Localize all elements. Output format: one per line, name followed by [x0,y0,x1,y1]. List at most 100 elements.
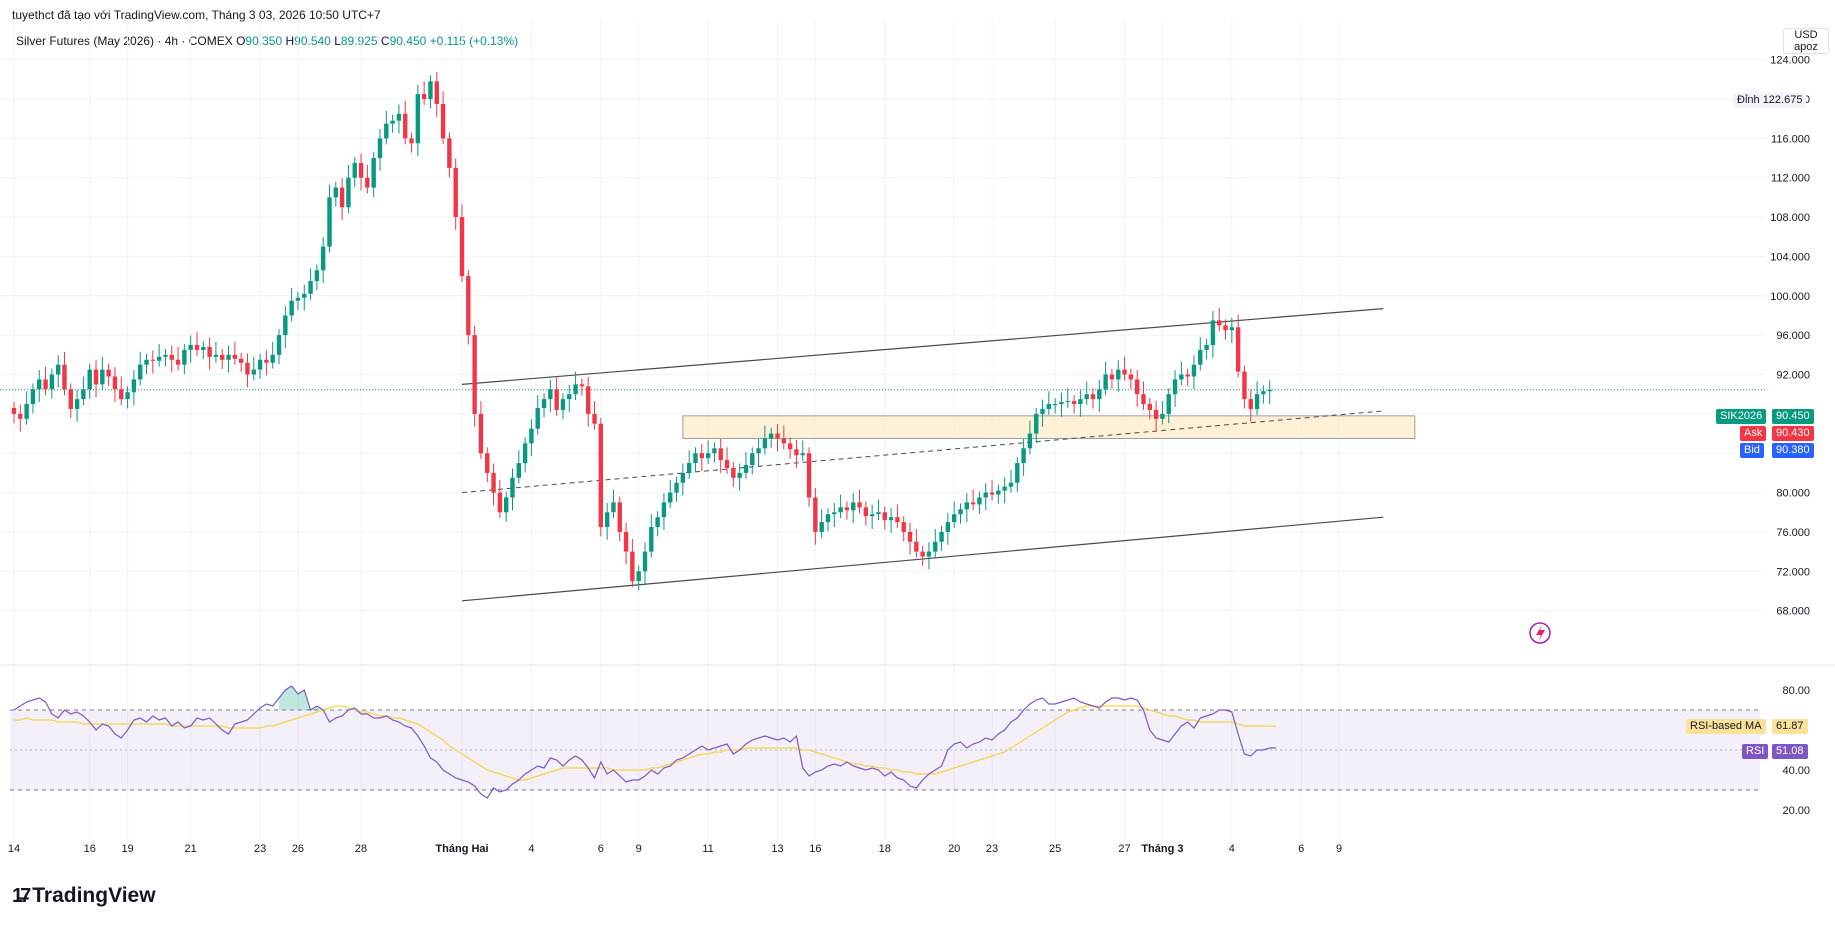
candle [705,440,711,465]
candle [213,342,219,363]
price-tick-label: 80.000 [1776,488,1810,500]
time-tick-label: 13 [771,843,783,855]
candle-body [945,522,951,532]
candle-body [93,369,99,385]
candle-body [87,369,92,390]
candle [207,337,212,370]
candle-body [409,138,414,144]
candle [1147,398,1152,420]
candle-body [573,384,578,395]
candle [970,489,976,511]
candle [1172,370,1178,407]
candle [693,447,698,473]
candle-body [182,349,187,365]
candle [604,502,610,540]
peak-name: Đỉnh [1737,94,1760,106]
candle-body [958,509,963,515]
candle [62,351,67,396]
candle [466,270,471,345]
candle-body [415,94,421,144]
candle-body [396,113,402,121]
candle [478,401,484,460]
tradingview-logo[interactable]: 1̶7 TradingView [12,884,156,908]
candle [1027,420,1033,455]
low-value: 89.925 [340,34,378,48]
candle [49,368,55,399]
candle-body [1267,389,1272,392]
candle [914,528,919,558]
candle-body [1021,448,1026,464]
candle [554,376,559,416]
candle-body [30,389,36,405]
candle [491,463,496,506]
candle [1071,395,1077,414]
candle [308,268,313,300]
candle [485,447,490,483]
candle-body [522,443,528,464]
candle [87,363,92,399]
candle [649,514,654,558]
rsi-name: RSI [1742,744,1769,759]
candle-body [459,217,465,277]
candle-body [131,379,137,393]
candle [421,81,427,105]
candle [314,264,320,291]
candle [611,489,616,519]
currency-unit-box[interactable]: USD apoz [1783,28,1829,54]
price-tick-label: 100.000 [1770,291,1810,303]
change-value: +0.115 (+0.13%) [429,34,519,48]
candle-body [851,502,856,511]
candle [396,104,402,134]
candle [11,402,17,424]
candle-body [314,270,320,282]
open-label: O [236,34,246,48]
candle [623,522,629,565]
candle [535,395,540,435]
candle-body [611,502,616,513]
candle [724,447,730,474]
candle [579,378,585,396]
candle-body [724,460,730,468]
candle [169,345,174,373]
candle-body [1204,345,1209,350]
close-label: C [380,34,390,48]
candle [226,345,231,373]
candle-body [1166,394,1171,414]
candle-body [1217,320,1222,326]
candle [377,129,383,171]
candle-body [447,138,452,168]
bid-value: 90.380 [1772,443,1814,458]
price-tick-label: 96.000 [1776,330,1810,342]
candle-body [743,465,749,473]
candle [453,158,458,230]
candle [945,512,951,545]
candle-body [358,162,364,178]
candle-body [62,364,67,390]
price-tick-label: 116.000 [1771,133,1810,145]
candle-body [100,369,105,385]
candle [756,438,761,467]
candle [522,437,528,473]
candle-body [567,394,572,400]
candle-body [1116,369,1121,380]
rsi-overbought-fill [279,686,330,710]
symbol-title: Silver Futures (May 2026) · 4h · COMEX [16,34,233,48]
candle [156,344,162,367]
rsi-pane: 20.00 40.00 80.00 [10,685,1810,817]
candle-body [302,293,307,298]
candle [1254,381,1260,415]
candle [1097,379,1102,412]
candle [636,565,641,591]
candle [920,545,925,566]
peak-value: 122.675 [1762,94,1803,106]
symbol-legend[interactable]: Silver Futures (May 2026) · 4h · COMEX O… [16,34,518,48]
candle-body [1052,404,1058,406]
candle [1034,407,1039,443]
candle-body [598,423,604,528]
candle [901,516,906,542]
candle-body [371,158,376,188]
candle [1109,368,1115,389]
candle-body [617,502,622,532]
candle [1235,314,1241,378]
